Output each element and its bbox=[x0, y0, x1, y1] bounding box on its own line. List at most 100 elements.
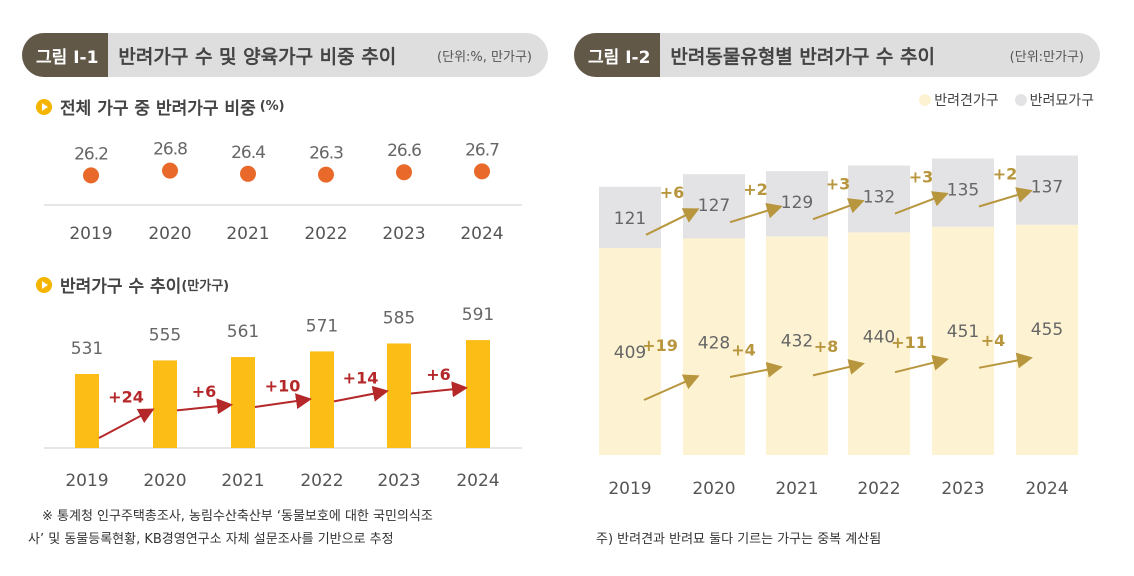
change-arrow-cat bbox=[645, 208, 700, 236]
legend-label: 반려견가구 bbox=[934, 93, 999, 109]
data-label: 585 bbox=[383, 308, 415, 328]
change-arrow bbox=[410, 381, 468, 398]
data-label-cat: 137 bbox=[1031, 177, 1063, 197]
x-tick-label: 2024 bbox=[460, 224, 503, 244]
data-label: 531 bbox=[71, 339, 103, 359]
change-label: +24 bbox=[108, 387, 144, 406]
x-tick-label: 2020 bbox=[148, 224, 191, 244]
legend-label: 반려묘가구 bbox=[1029, 93, 1094, 109]
change-arrow-cat bbox=[729, 203, 783, 224]
bar bbox=[387, 343, 411, 448]
right-title: 반려동물유형별 반려가구 수 추이 bbox=[670, 45, 935, 68]
x-tick-label: 2021 bbox=[775, 479, 818, 499]
data-label-dog: 451 bbox=[947, 322, 979, 342]
x-tick-label: 2020 bbox=[692, 479, 735, 499]
change-arrow-dog bbox=[729, 361, 783, 378]
x-tick-label: 2023 bbox=[382, 224, 425, 244]
change-arrow-cat bbox=[978, 187, 1033, 208]
data-label: 26.7 bbox=[465, 140, 499, 160]
change-arrow-dog bbox=[812, 359, 865, 377]
x-tick-label: 2019 bbox=[608, 479, 651, 499]
footnote: 주) 반려견과 반려묘 둘다 기르는 가구는 중복 계산됨 bbox=[596, 532, 882, 547]
change-label-dog: +19 bbox=[642, 336, 678, 355]
data-point bbox=[396, 164, 412, 181]
data-point bbox=[83, 167, 99, 184]
bar-dog bbox=[683, 238, 745, 455]
source-note-line: 사’ 및 동물등록현황, KB경영연구소 자체 설문조사를 기반으로 추정 bbox=[28, 532, 394, 547]
bar-dog bbox=[599, 248, 661, 455]
change-arrow-dog bbox=[978, 352, 1033, 369]
x-tick-label: 2019 bbox=[65, 471, 108, 491]
change-label-dog: +4 bbox=[981, 331, 1006, 350]
legend-item-cat: 반려묘가구 bbox=[1014, 90, 1094, 110]
data-label-cat: 132 bbox=[863, 188, 895, 208]
change-label-cat: +2 bbox=[993, 164, 1018, 183]
data-label: 571 bbox=[306, 316, 338, 336]
change-label-dog: +11 bbox=[891, 333, 927, 352]
source-note-line: ※ 통계청 인구주택총조사, 농림수산축산부 ‘동물보호에 대한 국민의식조 bbox=[42, 509, 433, 524]
x-tick-label: 2020 bbox=[143, 471, 186, 491]
change-arrow-dog bbox=[894, 354, 949, 374]
right-unit: (단위:만가구) bbox=[1009, 49, 1084, 65]
data-label: 26.2 bbox=[74, 144, 108, 164]
bar-cat bbox=[683, 174, 745, 239]
change-arrow-cat bbox=[894, 191, 949, 215]
data-label: 561 bbox=[227, 322, 259, 342]
change-label: +14 bbox=[343, 368, 379, 387]
legend-item-dog: 반려견가구 bbox=[919, 90, 999, 110]
change-label-cat: +3 bbox=[826, 175, 851, 194]
bar-dog bbox=[766, 236, 828, 455]
x-tick-label: 2023 bbox=[377, 471, 420, 491]
subtitle-text: 반려가구 수 추이 bbox=[60, 277, 182, 297]
data-label: 26.8 bbox=[153, 140, 187, 160]
change-label-cat: +6 bbox=[660, 183, 685, 202]
subtitle-unit: (만가구) bbox=[181, 279, 230, 294]
x-tick-label: 2024 bbox=[456, 471, 499, 491]
change-label-cat: +3 bbox=[909, 167, 934, 186]
change-arrow bbox=[333, 385, 389, 403]
figure-label: 그림 Ⅰ-1 bbox=[22, 33, 109, 77]
change-arrow bbox=[176, 398, 233, 415]
data-point bbox=[240, 165, 256, 182]
bar bbox=[466, 340, 490, 448]
change-label: +10 bbox=[265, 376, 301, 395]
bar bbox=[75, 373, 99, 448]
x-tick-label: 2021 bbox=[221, 471, 264, 491]
bar bbox=[153, 360, 177, 448]
bar bbox=[231, 357, 255, 448]
data-label: 26.3 bbox=[309, 144, 343, 164]
source-note: ※ 통계청 인구주택총조사, 농림수산축산부 ‘동물보호에 대한 국민의식조 사… bbox=[28, 505, 433, 551]
x-tick-label: 2024 bbox=[1025, 479, 1068, 499]
left-unit: (단위:%, 만가구) bbox=[437, 49, 532, 65]
data-label: 26.6 bbox=[387, 141, 421, 161]
subtitle-share: 전체 가구 중 반려가구 비중 (%) bbox=[36, 94, 285, 119]
legend-swatch bbox=[1014, 94, 1027, 106]
data-label-dog: 440 bbox=[863, 328, 895, 348]
change-label-dog: +4 bbox=[731, 340, 756, 359]
left-header: 그림 Ⅰ-1 반려가구 수 및 양육가구 비중 추이 (단위:%, 만가구) bbox=[22, 33, 548, 77]
change-label-cat: +2 bbox=[743, 180, 768, 199]
figure-label: 그림 Ⅰ-2 bbox=[574, 33, 661, 77]
x-tick-label: 2021 bbox=[226, 224, 269, 244]
data-label-cat: 127 bbox=[698, 196, 730, 216]
subtitle-unit: (%) bbox=[259, 99, 285, 114]
play-bullet-icon bbox=[36, 98, 52, 115]
x-tick-label: 2022 bbox=[857, 479, 900, 499]
data-label-dog: 428 bbox=[698, 334, 730, 354]
bar bbox=[310, 351, 334, 448]
bar-dog bbox=[1016, 224, 1078, 455]
change-arrow-cat bbox=[812, 198, 865, 221]
data-label-dog: 409 bbox=[614, 343, 646, 363]
subtitle-text: 전체 가구 중 반려가구 비중 bbox=[60, 99, 256, 119]
legend-swatch bbox=[919, 94, 932, 106]
data-label-cat: 135 bbox=[947, 180, 979, 200]
legend: 반려견가구 반려묘가구 bbox=[919, 90, 1094, 110]
data-label-cat: 129 bbox=[781, 193, 813, 213]
left-title: 반려가구 수 및 양육가구 비중 추이 bbox=[118, 45, 397, 68]
bar-cat bbox=[599, 186, 661, 249]
x-tick-label: 2023 bbox=[941, 479, 984, 499]
change-arrow bbox=[254, 393, 312, 410]
bar-dog bbox=[848, 232, 910, 455]
change-arrow bbox=[98, 408, 155, 439]
x-tick-label: 2022 bbox=[300, 471, 343, 491]
